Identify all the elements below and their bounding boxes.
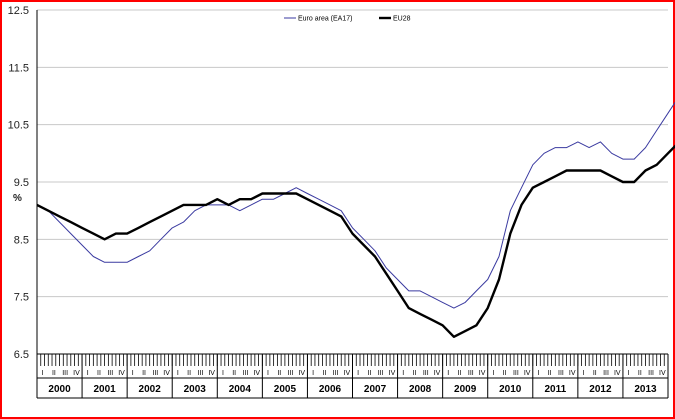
year-label: 2007 — [364, 384, 387, 395]
year-label: 2006 — [319, 384, 342, 395]
quarter-label: II — [142, 370, 146, 377]
quarter-label: III — [513, 370, 519, 377]
quarter-label: IV — [659, 370, 666, 377]
quarter-label: II — [97, 370, 101, 377]
legend: Euro area (EA17) EU28 — [284, 16, 411, 23]
quarter-label: II — [503, 370, 507, 377]
quarter-label: I — [132, 370, 134, 377]
quarter-label: III — [378, 370, 384, 377]
series-line-euro-area — [36, 101, 675, 309]
quarter-label: III — [333, 370, 339, 377]
quarter-label: I — [492, 370, 494, 377]
y-axis: 6.5 7.5 8.5 9.5 10.5 11.5 12.5 — [8, 5, 29, 361]
quarter-label: III — [107, 370, 113, 377]
year-label: 2001 — [93, 384, 116, 395]
quarter-label: IV — [73, 370, 80, 377]
year-label: 2012 — [589, 384, 612, 395]
quarter-label: IV — [389, 370, 396, 377]
quarter-label: I — [447, 370, 449, 377]
year-label: 2010 — [499, 384, 522, 395]
quarter-label: III — [558, 370, 564, 377]
year-label: 2004 — [229, 384, 252, 395]
year-label: 2013 — [634, 384, 657, 395]
quarter-label: III — [603, 370, 609, 377]
series-layer — [36, 101, 675, 338]
y-tick-label: 12.5 — [8, 5, 29, 17]
quarter-label: IV — [434, 370, 441, 377]
quarter-label: I — [177, 370, 179, 377]
y-axis-unit-label: % — [13, 193, 22, 204]
quarter-label: II — [232, 370, 236, 377]
quarter-label: II — [367, 370, 371, 377]
quarter-label: II — [548, 370, 552, 377]
quarter-label: III — [152, 370, 158, 377]
quarter-label: I — [628, 370, 630, 377]
quarter-label: IV — [524, 370, 531, 377]
quarter-label: I — [537, 370, 539, 377]
year-label: 2005 — [274, 384, 297, 395]
quarter-label: III — [243, 370, 249, 377]
quarter-label: II — [593, 370, 597, 377]
quarter-label: IV — [208, 370, 215, 377]
year-label: 2002 — [139, 384, 162, 395]
quarter-label: II — [322, 370, 326, 377]
legend-label: EU28 — [393, 16, 411, 23]
y-tick-label: 7.5 — [14, 292, 29, 304]
quarter-label: I — [583, 370, 585, 377]
y-tick-label: 11.5 — [8, 62, 29, 74]
quarter-label: III — [288, 370, 294, 377]
quarter-label: III — [423, 370, 429, 377]
quarter-label: IV — [118, 370, 125, 377]
quarter-label: IV — [163, 370, 170, 377]
quarter-label: IV — [614, 370, 621, 377]
quarter-label: IV — [479, 370, 486, 377]
quarter-label: II — [277, 370, 281, 377]
quarter-label: III — [648, 370, 654, 377]
y-tick-label: 8.5 — [14, 234, 29, 246]
quarter-label: IV — [253, 370, 260, 377]
quarter-label: II — [52, 370, 56, 377]
y-tick-label: 9.5 — [14, 177, 29, 189]
year-label: 2008 — [409, 384, 432, 395]
quarter-label: I — [402, 370, 404, 377]
quarter-label: I — [87, 370, 89, 377]
year-label: 2011 — [544, 384, 566, 395]
quarter-label: IV — [344, 370, 351, 377]
year-label: 2000 — [48, 384, 71, 395]
y-tick-label: 10.5 — [8, 120, 29, 132]
quarter-label: I — [222, 370, 224, 377]
quarter-label: III — [62, 370, 68, 377]
quarter-label: I — [312, 370, 314, 377]
quarter-label: II — [638, 370, 642, 377]
quarter-label: I — [357, 370, 359, 377]
year-label: 2003 — [184, 384, 207, 395]
quarter-label: I — [267, 370, 269, 377]
quarter-label: II — [413, 370, 417, 377]
gridlines — [37, 9, 668, 355]
quarter-label: II — [187, 370, 191, 377]
series-line-eu28 — [36, 144, 675, 338]
y-tick-label: 6.5 — [14, 349, 29, 361]
quarter-label: III — [468, 370, 474, 377]
quarter-label: IV — [569, 370, 576, 377]
quarter-label: I — [42, 370, 44, 377]
legend-label: Euro area (EA17) — [298, 16, 352, 23]
quarter-label: II — [458, 370, 462, 377]
quarter-label: IV — [298, 370, 305, 377]
quarter-label: III — [197, 370, 203, 377]
year-label: 2009 — [454, 384, 477, 395]
